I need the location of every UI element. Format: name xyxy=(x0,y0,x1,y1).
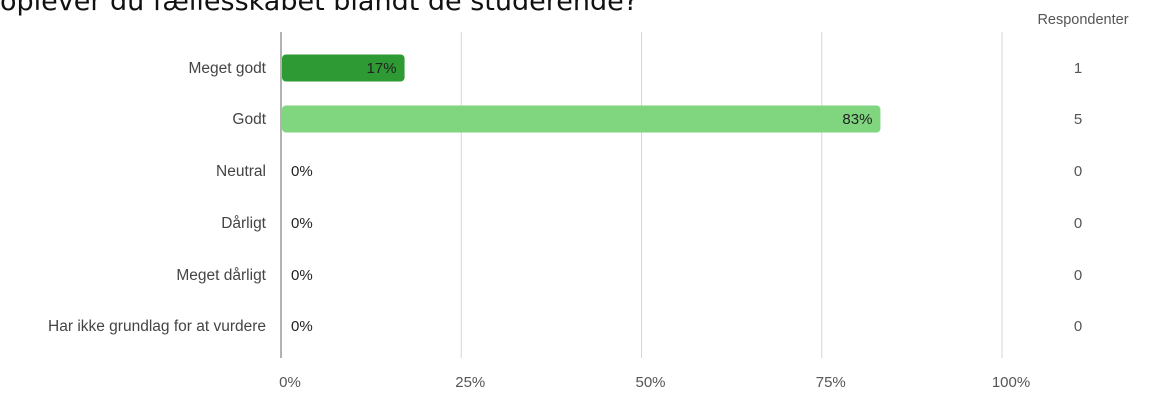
value-label: 0% xyxy=(291,267,313,284)
respondents-header: Respondenter xyxy=(1037,12,1128,28)
value-label: 17% xyxy=(367,60,397,77)
gridlines xyxy=(280,32,1003,358)
respondent-counts: 1 5 0 0 0 0 xyxy=(1074,60,1082,335)
bar xyxy=(282,54,405,82)
category-label: Har ikke grundlag for at vurdere xyxy=(48,318,266,335)
x-tick-label: 75% xyxy=(816,374,846,391)
value-label: 83% xyxy=(842,111,872,128)
value-label: 0% xyxy=(291,163,313,180)
page-title: oplever du fællesskabet blandt de studer… xyxy=(0,0,639,17)
value-label: 0% xyxy=(291,318,313,335)
category-label: Dårligt xyxy=(221,215,266,232)
respondent-count: 0 xyxy=(1074,215,1082,232)
value-label: 0% xyxy=(291,215,313,232)
respondent-count: 1 xyxy=(1074,60,1082,77)
x-tick-label: 0% xyxy=(279,374,301,391)
category-label: Neutral xyxy=(216,163,266,180)
respondent-count: 0 xyxy=(1074,163,1082,180)
category-label: Godt xyxy=(232,111,266,128)
x-tick-label: 100% xyxy=(992,374,1030,391)
respondent-count: 0 xyxy=(1074,267,1082,284)
bars xyxy=(282,54,881,133)
x-tick-label: 50% xyxy=(635,374,665,391)
respondent-count: 0 xyxy=(1074,318,1082,335)
x-tick-labels: 0% 25% 50% 75% 100% xyxy=(279,374,1030,391)
respondent-count: 5 xyxy=(1074,111,1082,128)
category-label: Meget dårligt xyxy=(176,267,266,284)
value-labels: 17% 83% 0% 0% 0% 0% xyxy=(291,60,872,335)
bar xyxy=(282,105,881,133)
category-label: Meget godt xyxy=(188,60,266,77)
x-tick-label: 25% xyxy=(455,374,485,391)
category-labels: Meget godt Godt Neutral Dårligt Meget dårlig… xyxy=(48,60,267,335)
